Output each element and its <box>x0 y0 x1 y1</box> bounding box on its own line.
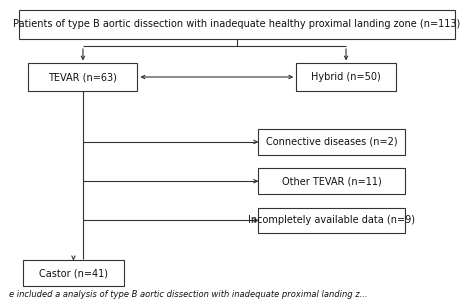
FancyBboxPatch shape <box>23 260 124 286</box>
Text: Patients of type B aortic dissection with inadequate healthy proximal landing zo: Patients of type B aortic dissection wit… <box>13 19 461 29</box>
Text: e included a analysis of type B aortic dissection with inadequate proximal landi: e included a analysis of type B aortic d… <box>9 290 368 299</box>
Text: Castor (n=41): Castor (n=41) <box>39 268 108 278</box>
FancyBboxPatch shape <box>28 63 137 91</box>
FancyBboxPatch shape <box>296 63 396 91</box>
FancyBboxPatch shape <box>258 208 405 233</box>
FancyBboxPatch shape <box>19 10 455 38</box>
Text: Other TEVAR (n=11): Other TEVAR (n=11) <box>282 176 382 186</box>
FancyBboxPatch shape <box>258 168 405 194</box>
Text: Connective diseases (n=2): Connective diseases (n=2) <box>266 137 398 147</box>
Text: Incompletely available data (n=9): Incompletely available data (n=9) <box>248 215 415 226</box>
Text: Hybrid (n=50): Hybrid (n=50) <box>311 72 381 82</box>
FancyBboxPatch shape <box>258 129 405 155</box>
Text: TEVAR (n=63): TEVAR (n=63) <box>48 72 118 82</box>
